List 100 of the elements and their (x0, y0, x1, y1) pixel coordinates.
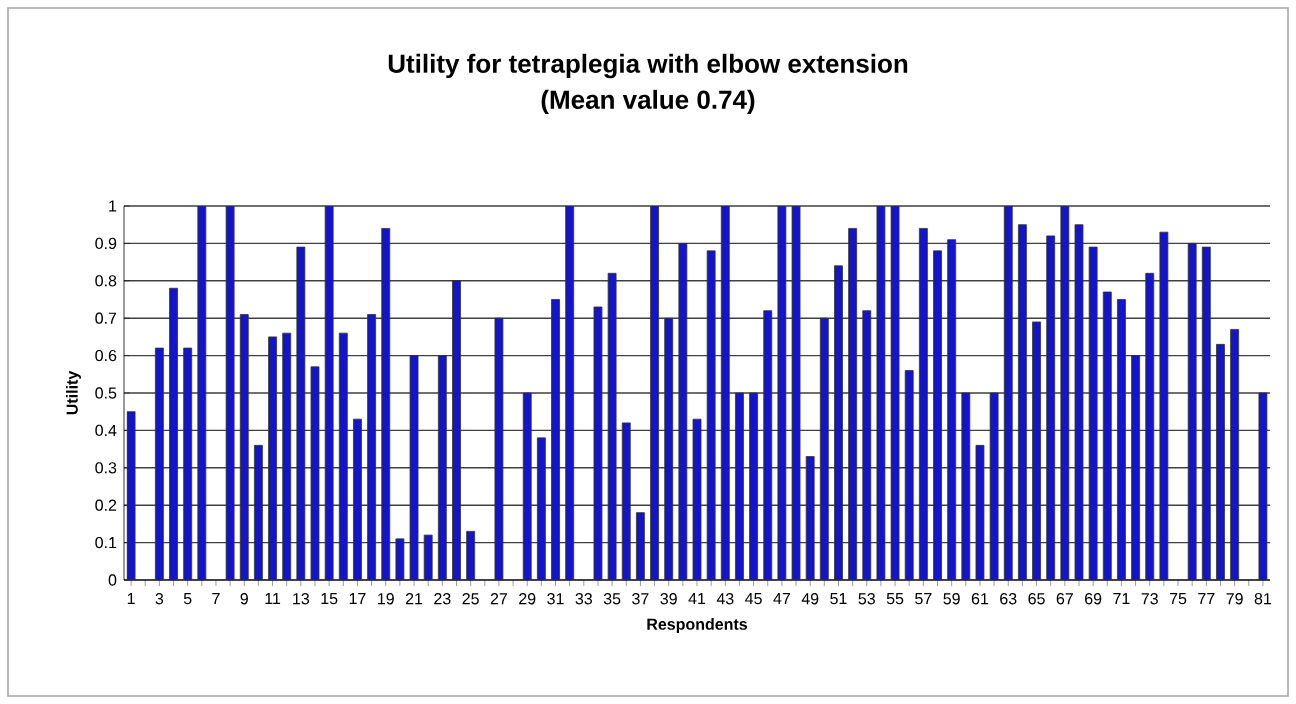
x-tick-label: 69 (1085, 593, 1102, 605)
x-tick-label: 35 (603, 593, 621, 605)
bar (197, 205, 207, 580)
bar (706, 250, 716, 580)
bar (268, 336, 277, 580)
x-tick-label: 53 (858, 593, 875, 605)
y-tick-label: 0.4 (95, 424, 117, 437)
bar (593, 306, 603, 580)
x-tick-label: 27 (490, 593, 508, 605)
x-tick-label: 3 (155, 593, 164, 605)
x-tick-label: 79 (1226, 593, 1243, 605)
bar (310, 366, 320, 580)
bar (791, 205, 801, 580)
x-tick-label: 25 (462, 593, 479, 605)
bar (1102, 291, 1112, 580)
bar (225, 205, 235, 580)
bar (1201, 246, 1211, 580)
bar (650, 205, 659, 580)
bar (522, 392, 532, 580)
bar (1117, 299, 1126, 580)
bar (1187, 242, 1197, 580)
x-tick-label: 45 (745, 593, 762, 605)
x-tick-label: 41 (688, 593, 706, 605)
x-tick-label: 9 (240, 593, 248, 605)
bar (720, 205, 730, 580)
x-tick-label: 71 (1113, 593, 1130, 605)
bar (876, 205, 886, 580)
bar (621, 422, 631, 580)
bar (1216, 343, 1225, 580)
bar (367, 314, 376, 580)
bar (239, 314, 249, 580)
bar (763, 310, 773, 580)
bar (918, 228, 928, 580)
bar (282, 332, 292, 580)
bar (1088, 246, 1098, 580)
bar (890, 205, 900, 580)
bar (664, 317, 674, 580)
bar (423, 534, 433, 580)
bar (1018, 224, 1027, 580)
x-tick-label: 43 (716, 593, 734, 605)
x-tick-label: 59 (943, 593, 960, 605)
x-tick-label: 23 (434, 593, 451, 605)
chart-subtitle: (Mean value 0.74) (541, 89, 755, 115)
x-tick-label: 77 (1198, 593, 1215, 605)
bar (805, 456, 815, 580)
y-tick-label: 0.9 (95, 237, 117, 250)
x-tick-label: 15 (321, 593, 338, 605)
bar (933, 250, 942, 580)
x-tick-label: 7 (212, 593, 220, 605)
bar (834, 265, 843, 580)
bar (494, 317, 504, 580)
bar (1060, 205, 1070, 580)
bar (296, 246, 306, 580)
y-tick-label: 0.5 (95, 387, 117, 399)
bar (381, 228, 391, 580)
bar (183, 347, 193, 580)
bar (395, 538, 405, 580)
bar (1003, 205, 1013, 580)
x-tick-label: 13 (293, 593, 310, 605)
x-tick-label: 73 (1141, 593, 1158, 605)
bar (904, 370, 914, 580)
x-tick-label: 11 (265, 593, 281, 605)
y-tick-label: 0 (108, 574, 117, 586)
x-tick-label: 51 (830, 593, 847, 605)
x-tick-label: 49 (801, 593, 819, 605)
x-tick-label: 57 (915, 593, 932, 605)
x-tick-label: 63 (1000, 593, 1017, 605)
y-tick-label: 0.6 (95, 349, 117, 362)
x-tick-label: 55 (886, 593, 904, 605)
x-axis-title: Respondents (647, 618, 748, 634)
bar (353, 418, 362, 580)
x-tick-label: 75 (1169, 593, 1187, 605)
bar (607, 272, 617, 580)
bar (169, 287, 178, 580)
bar (862, 310, 872, 580)
x-tick-label: 5 (183, 593, 192, 605)
x-tick-label: 33 (575, 593, 592, 605)
bar (324, 205, 334, 580)
bar (452, 280, 461, 580)
bar (254, 444, 263, 580)
bar (1032, 321, 1041, 580)
x-tick-label: 1 (127, 593, 135, 605)
y-tick-label: 1 (109, 200, 117, 212)
bar (338, 332, 348, 580)
x-tick-label: 67 (1056, 593, 1073, 605)
bar (1131, 355, 1140, 580)
bar (437, 355, 447, 580)
bar (551, 299, 560, 580)
bar (819, 317, 829, 580)
x-tick-label: 47 (773, 593, 790, 605)
x-tick-label: 17 (349, 593, 366, 605)
bar (692, 418, 702, 580)
bar (989, 392, 999, 580)
bar (466, 530, 476, 580)
chart-title: Utility for tetraplegia with elbow extension (388, 53, 908, 79)
bar (565, 205, 575, 580)
x-tick-label: 37 (632, 593, 649, 605)
bar (154, 347, 164, 580)
x-tick-label: 29 (519, 593, 536, 605)
bar (735, 392, 744, 580)
